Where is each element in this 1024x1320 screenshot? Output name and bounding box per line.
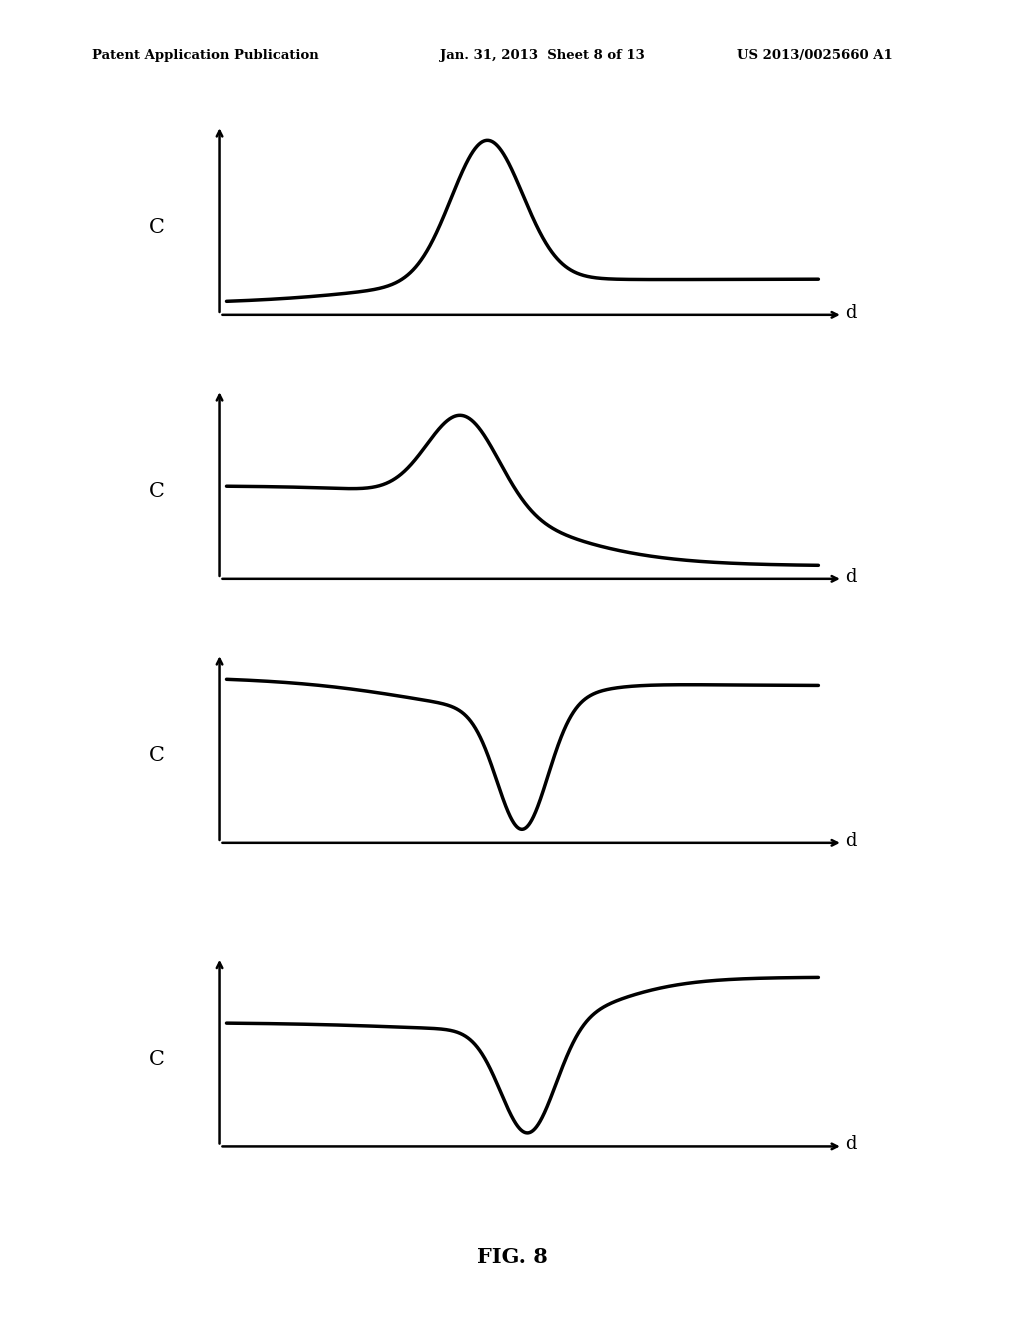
Text: d: d (845, 1135, 857, 1154)
Text: C: C (148, 482, 165, 502)
Text: d: d (845, 568, 857, 586)
Text: C: C (148, 746, 165, 766)
Text: C: C (148, 1049, 165, 1069)
Text: Patent Application Publication: Patent Application Publication (92, 49, 318, 62)
Text: US 2013/0025660 A1: US 2013/0025660 A1 (737, 49, 893, 62)
Text: FIG. 8: FIG. 8 (476, 1246, 548, 1267)
Text: Jan. 31, 2013  Sheet 8 of 13: Jan. 31, 2013 Sheet 8 of 13 (440, 49, 645, 62)
Text: d: d (845, 304, 857, 322)
Text: d: d (845, 832, 857, 850)
Text: C: C (148, 218, 165, 238)
